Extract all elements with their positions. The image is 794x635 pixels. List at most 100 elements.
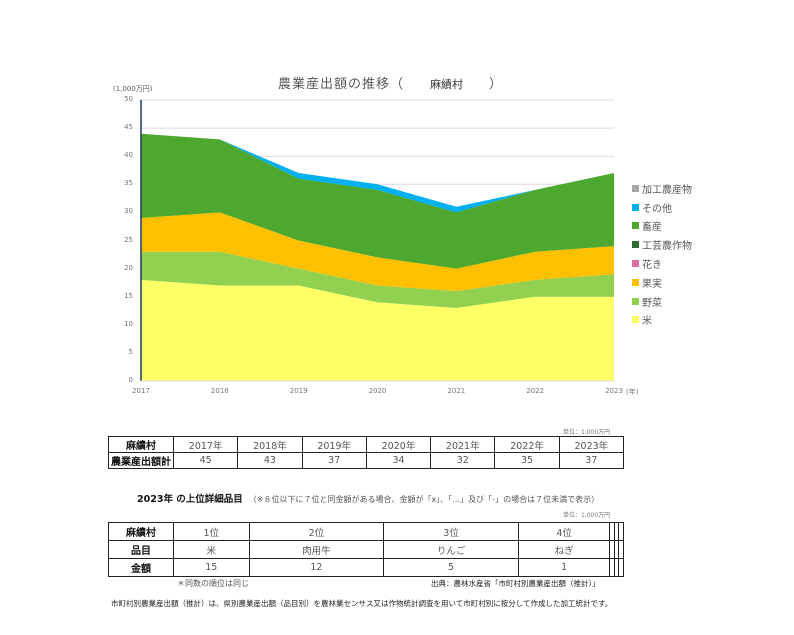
x-tick-label: 2023 <box>605 387 623 395</box>
detail-rank-row: 麻績村 1位 2位 3位 4位 <box>108 522 624 541</box>
y-tick-label: 10 <box>124 319 133 328</box>
summary-year-cell: 2019年 <box>301 436 367 453</box>
detail-unit: 単位：1,000万円 <box>563 512 611 519</box>
y-tick-label: 15 <box>124 291 133 300</box>
y-tick-label: 40 <box>124 151 133 160</box>
legend-swatch-icon <box>632 203 639 211</box>
legend-swatch-icon <box>632 184 639 192</box>
detail-note: （※８位以下に７位と同金額がある場合、金額が「x」、「…」及び「-」の場合は７位… <box>248 495 600 504</box>
x-tick-label: 2017 <box>132 387 150 395</box>
legend-item: 花き <box>632 254 692 273</box>
detail-rank-cell: 2位 <box>248 522 385 541</box>
legend-label: その他 <box>642 203 672 215</box>
detail-item-cell: りんご <box>383 540 519 559</box>
detail-amount-cell: 15 <box>173 558 250 577</box>
y-tick-label: 45 <box>124 123 133 132</box>
detail-amount-label: 金額 <box>108 558 174 577</box>
summary-header-label: 麻績村 <box>108 436 174 453</box>
summary-table: 麻績村 2017年 2018年 2019年 2020年 2021年 2022年 2023年 … <box>108 436 625 469</box>
detail-rank-cell: 4位 <box>517 522 611 541</box>
summary-year-cell: 2023年 <box>558 436 625 453</box>
chart-municipality: 麻績村 <box>430 78 464 91</box>
chart-title: 農業産出額の推移（ 麻績村 ） <box>278 73 503 92</box>
legend-swatch-icon <box>632 260 639 268</box>
summary-row-label: 農業産出額計 <box>108 452 174 469</box>
detail-table: 麻績村 1位 2位 3位 4位 品目 米肉用牛 りんご ねぎ 金額 15 12 5 1 <box>108 522 624 577</box>
detail-item-label: 品目 <box>108 540 174 559</box>
legend-label: 畜産 <box>642 222 662 234</box>
legend-swatch-icon <box>632 316 639 324</box>
legend-item: その他 <box>632 198 692 217</box>
legend-swatch-icon <box>632 278 639 286</box>
summary-year-cell: 2018年 <box>237 436 303 453</box>
chart-title-suffix: ） <box>489 77 504 92</box>
legend-item: 野菜 <box>632 292 692 311</box>
detail-amount-cell: 12 <box>248 558 385 577</box>
legend-label: 花き <box>642 260 662 272</box>
summary-unit: 単位：1,000万円 <box>563 429 611 436</box>
footnote: 市町村別農業産出額（推計）は、県別農業産出額（品目別）を農林業センサス又は作物統… <box>111 599 613 608</box>
summary-year-cell: 2022年 <box>494 436 560 453</box>
legend-label: 果実 <box>642 278 662 290</box>
summary-year-cell: 2020年 <box>365 436 432 453</box>
detail-header-label: 麻績村 <box>108 522 174 541</box>
summary-year-cell: 2017年 <box>172 436 239 453</box>
y-tick-label: 35 <box>124 179 133 188</box>
detail-item-cell <box>618 540 624 559</box>
detail-item-cell: 米 <box>173 540 250 559</box>
detail-rank-cell: 1位 <box>173 522 250 541</box>
legend-item: 畜産 <box>632 217 692 236</box>
summary-year-cell: 2021年 <box>430 436 496 453</box>
summary-value-cell: 37 <box>301 452 367 469</box>
summary-value-cell: 35 <box>494 452 560 469</box>
area-series-果実 <box>141 212 614 292</box>
legend-label: 加工農産物 <box>642 184 692 196</box>
x-axis-unit: (年) <box>626 388 639 396</box>
rank-note: ＊同数の順位は同じ <box>177 579 249 588</box>
legend-label: 野菜 <box>642 297 662 309</box>
chart-legend: 加工農産物その他畜産工芸農作物花き果実野菜米 <box>632 179 692 329</box>
detail-amount-row: 金額 15 12 5 1 <box>108 558 624 577</box>
legend-item: 工芸農作物 <box>632 235 692 254</box>
detail-amount-cell: 5 <box>383 558 519 577</box>
detail-item-row: 品目 米肉用牛 りんご ねぎ <box>108 540 624 559</box>
summary-value-cell: 32 <box>430 452 496 469</box>
legend-swatch-icon <box>632 241 639 249</box>
detail-rank-cell: 3位 <box>383 522 519 541</box>
y-tick-label: 0 <box>128 376 133 384</box>
legend-swatch-icon <box>632 297 639 305</box>
x-tick-label: 2022 <box>526 387 545 395</box>
area-series-米 <box>141 279 614 381</box>
legend-item: 加工農産物 <box>632 179 692 198</box>
detail-amount-cell <box>618 558 624 577</box>
detail-amount-cell: 1 <box>517 558 611 577</box>
detail-item-cell: ねぎ <box>517 540 611 559</box>
source-credit: 出典：農林水産省「市町村別農業産出額（推計）」 <box>431 579 600 588</box>
area-series-野菜 <box>141 251 614 308</box>
legend-item: 米 <box>632 311 692 330</box>
x-tick-label: 2021 <box>447 387 466 395</box>
summary-value-cell: 37 <box>558 452 625 469</box>
y-tick-label: 30 <box>124 207 133 216</box>
y-tick-label: 5 <box>128 347 133 356</box>
y-tick-label: 25 <box>124 235 133 244</box>
y-axis-unit: (1,000万円) <box>113 85 153 93</box>
legend-label: 工芸農作物 <box>642 241 692 253</box>
x-tick-label: 2020 <box>368 387 387 395</box>
chart-title-prefix: 農業産出額の推移（ <box>278 77 405 92</box>
legend-swatch-icon <box>632 222 639 230</box>
summary-value-row: 農業産出額計 45 43 37 34 32 35 37 <box>108 452 625 469</box>
summary-header-row: 麻績村 2017年 2018年 2019年 2020年 2021年 2022年 2023年 <box>108 436 625 453</box>
detail-item-cell: 肉用牛 <box>248 540 385 559</box>
x-tick-label: 2019 <box>289 387 308 395</box>
summary-value-cell: 34 <box>365 452 432 469</box>
y-tick-label: 50 <box>124 95 133 103</box>
x-tick-label: 2018 <box>210 387 229 395</box>
summary-value-cell: 43 <box>237 452 303 469</box>
detail-rank-cell <box>618 522 624 541</box>
summary-value-cell: 45 <box>172 452 239 469</box>
area-series-畜産 <box>141 133 614 269</box>
legend-item: 果実 <box>632 273 692 292</box>
detail-title-text: 2023年 の上位詳細品目 <box>137 494 243 505</box>
detail-title: 2023年 の上位詳細品目 （※８位以下に７位と同金額がある場合、金額が「x」、「… <box>137 491 599 505</box>
